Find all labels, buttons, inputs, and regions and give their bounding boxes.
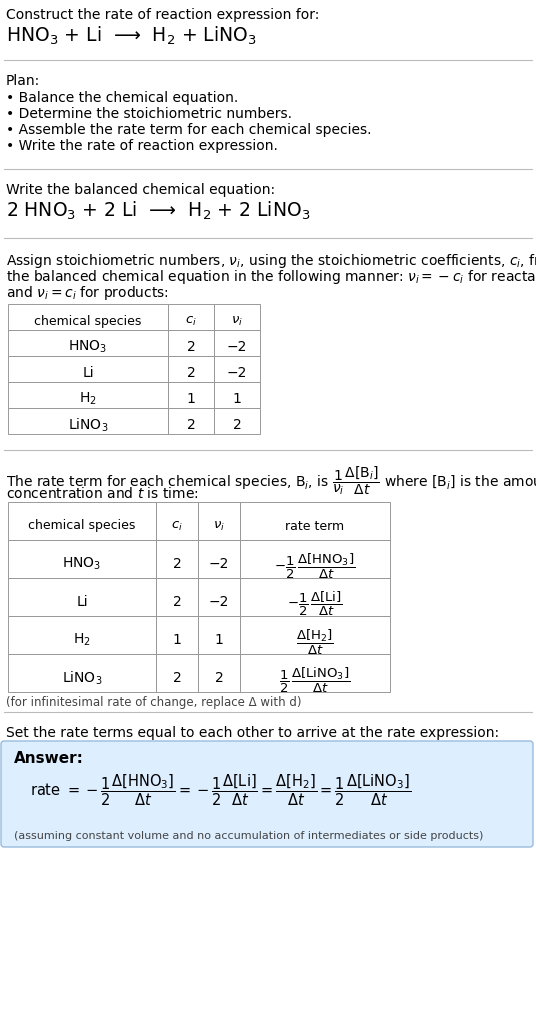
Text: • Assemble the rate term for each chemical species.: • Assemble the rate term for each chemic… bbox=[6, 123, 371, 137]
Bar bbox=[8, 356, 168, 382]
Text: Answer:: Answer: bbox=[14, 751, 84, 766]
Bar bbox=[168, 304, 214, 330]
Text: Assign stoichiometric numbers, $\nu_i$, using the stoichiometric coefficients, $: Assign stoichiometric numbers, $\nu_i$, … bbox=[6, 252, 536, 270]
Bar bbox=[156, 502, 198, 540]
Text: The rate term for each chemical species, B$_i$, is $\dfrac{1}{\nu_i}\dfrac{\Delt: The rate term for each chemical species,… bbox=[6, 464, 536, 497]
Bar bbox=[156, 578, 198, 616]
Text: Li: Li bbox=[82, 366, 94, 380]
Bar bbox=[8, 654, 156, 692]
Text: $\nu_i$: $\nu_i$ bbox=[213, 519, 225, 532]
Text: Li: Li bbox=[76, 595, 88, 609]
Text: Write the balanced chemical equation:: Write the balanced chemical equation: bbox=[6, 183, 275, 197]
Bar bbox=[156, 616, 198, 654]
Text: HNO$_3$: HNO$_3$ bbox=[62, 556, 102, 572]
Bar bbox=[8, 382, 168, 408]
Bar bbox=[198, 654, 240, 692]
Bar bbox=[8, 330, 168, 356]
Bar bbox=[198, 616, 240, 654]
Text: the balanced chemical equation in the following manner: $\nu_i = -c_i$ for react: the balanced chemical equation in the fo… bbox=[6, 268, 536, 286]
Text: 2: 2 bbox=[187, 340, 196, 354]
Text: 1: 1 bbox=[173, 633, 182, 647]
Bar bbox=[168, 382, 214, 408]
Text: 2: 2 bbox=[233, 418, 241, 432]
Text: concentration and $t$ is time:: concentration and $t$ is time: bbox=[6, 486, 199, 501]
Bar bbox=[214, 382, 260, 408]
Bar bbox=[8, 502, 156, 540]
Bar bbox=[8, 540, 156, 578]
Text: H$_2$: H$_2$ bbox=[79, 391, 97, 408]
Bar bbox=[214, 304, 260, 330]
Text: • Balance the chemical equation.: • Balance the chemical equation. bbox=[6, 91, 238, 105]
Text: rate $= -\dfrac{1}{2}\dfrac{\Delta[\mathrm{HNO_3}]}{\Delta t}= -\dfrac{1}{2}\dfr: rate $= -\dfrac{1}{2}\dfrac{\Delta[\math… bbox=[30, 772, 411, 808]
Text: 2 HNO$_3$ + 2 Li  ⟶  H$_2$ + 2 LiNO$_3$: 2 HNO$_3$ + 2 Li ⟶ H$_2$ + 2 LiNO$_3$ bbox=[6, 200, 310, 222]
Text: −2: −2 bbox=[227, 366, 247, 380]
Text: 1: 1 bbox=[233, 392, 241, 406]
Bar bbox=[8, 578, 156, 616]
Text: 1: 1 bbox=[187, 392, 196, 406]
FancyBboxPatch shape bbox=[1, 741, 533, 847]
Bar bbox=[8, 616, 156, 654]
Text: −2: −2 bbox=[209, 595, 229, 609]
Text: LiNO$_3$: LiNO$_3$ bbox=[62, 670, 102, 687]
Text: $\dfrac{1}{2}\,\dfrac{\Delta[\mathrm{LiNO_3}]}{\Delta t}$: $\dfrac{1}{2}\,\dfrac{\Delta[\mathrm{LiN… bbox=[279, 666, 351, 694]
Bar bbox=[168, 408, 214, 434]
Text: 2: 2 bbox=[187, 418, 196, 432]
Text: HNO$_3$: HNO$_3$ bbox=[69, 339, 108, 355]
Bar bbox=[168, 356, 214, 382]
Text: 2: 2 bbox=[214, 671, 224, 685]
Text: HNO$_3$ + Li  ⟶  H$_2$ + LiNO$_3$: HNO$_3$ + Li ⟶ H$_2$ + LiNO$_3$ bbox=[6, 25, 257, 47]
Text: chemical species: chemical species bbox=[34, 314, 142, 328]
Bar bbox=[198, 502, 240, 540]
Bar bbox=[214, 408, 260, 434]
Bar bbox=[214, 356, 260, 382]
Text: • Determine the stoichiometric numbers.: • Determine the stoichiometric numbers. bbox=[6, 106, 292, 121]
Text: 1: 1 bbox=[214, 633, 224, 647]
Bar bbox=[8, 304, 168, 330]
Text: rate term: rate term bbox=[286, 519, 345, 532]
Bar bbox=[240, 654, 390, 692]
Text: 2: 2 bbox=[173, 671, 181, 685]
Text: chemical species: chemical species bbox=[28, 519, 136, 532]
Text: Construct the rate of reaction expression for:: Construct the rate of reaction expressio… bbox=[6, 8, 319, 22]
Bar bbox=[156, 654, 198, 692]
Bar bbox=[240, 578, 390, 616]
Text: (assuming constant volume and no accumulation of intermediates or side products): (assuming constant volume and no accumul… bbox=[14, 831, 483, 841]
Text: 2: 2 bbox=[187, 366, 196, 380]
Bar bbox=[198, 578, 240, 616]
Text: • Write the rate of reaction expression.: • Write the rate of reaction expression. bbox=[6, 139, 278, 153]
Text: $-\dfrac{1}{2}\,\dfrac{\Delta[\mathrm{HNO_3}]}{\Delta t}$: $-\dfrac{1}{2}\,\dfrac{\Delta[\mathrm{HN… bbox=[274, 551, 356, 581]
Bar bbox=[168, 330, 214, 356]
Text: 2: 2 bbox=[173, 557, 181, 571]
Text: $\dfrac{\Delta[\mathrm{H_2}]}{\Delta t}$: $\dfrac{\Delta[\mathrm{H_2}]}{\Delta t}$ bbox=[296, 628, 334, 656]
Text: Plan:: Plan: bbox=[6, 74, 40, 88]
Text: (for infinitesimal rate of change, replace Δ with d): (for infinitesimal rate of change, repla… bbox=[6, 696, 301, 709]
Text: $\nu_i$: $\nu_i$ bbox=[231, 314, 243, 328]
Text: $c_i$: $c_i$ bbox=[171, 519, 183, 532]
Bar bbox=[198, 540, 240, 578]
Text: and $\nu_i = c_i$ for products:: and $\nu_i = c_i$ for products: bbox=[6, 284, 169, 302]
Bar bbox=[240, 616, 390, 654]
Bar bbox=[156, 540, 198, 578]
Text: $c_i$: $c_i$ bbox=[185, 314, 197, 328]
Bar bbox=[240, 502, 390, 540]
Text: −2: −2 bbox=[227, 340, 247, 354]
Text: LiNO$_3$: LiNO$_3$ bbox=[68, 417, 108, 434]
Bar bbox=[8, 408, 168, 434]
Text: 2: 2 bbox=[173, 595, 181, 609]
Text: H$_2$: H$_2$ bbox=[73, 632, 91, 648]
Bar bbox=[240, 540, 390, 578]
Bar bbox=[214, 330, 260, 356]
Text: Set the rate terms equal to each other to arrive at the rate expression:: Set the rate terms equal to each other t… bbox=[6, 726, 499, 740]
Text: $-\dfrac{1}{2}\,\dfrac{\Delta[\mathrm{Li}]}{\Delta t}$: $-\dfrac{1}{2}\,\dfrac{\Delta[\mathrm{Li… bbox=[287, 590, 343, 618]
Text: −2: −2 bbox=[209, 557, 229, 571]
